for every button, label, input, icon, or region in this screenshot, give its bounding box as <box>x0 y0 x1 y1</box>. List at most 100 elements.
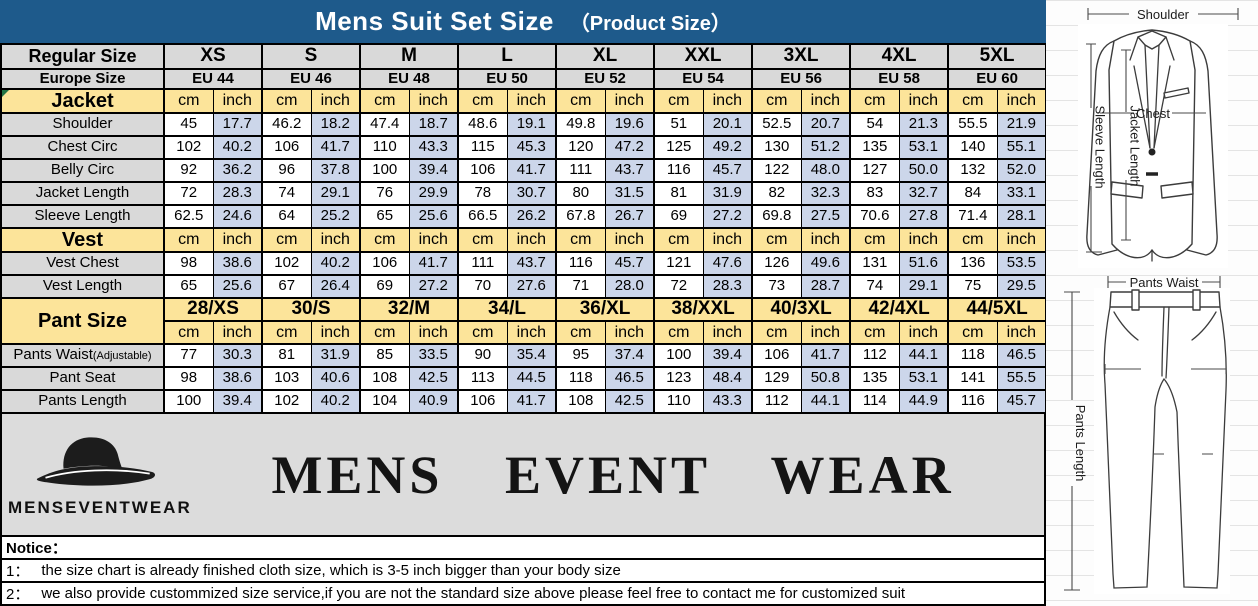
inch-value-cell: 55.5 <box>996 366 1047 391</box>
inch-value-cell: 38.6 <box>212 366 263 391</box>
size-table: Regular Size XS S M L XL XXL 3XL 4XL 5XL Europe Si… <box>0 43 1048 414</box>
inch-value-cell: 17.7 <box>212 112 263 137</box>
inch-value-cell: 20.1 <box>702 112 753 137</box>
cm-value-cell: 69 <box>653 204 704 229</box>
cm-value-cell: 90 <box>457 343 508 368</box>
inch-value-cell: 49.6 <box>800 251 851 276</box>
unit-cm-cell: cm <box>751 88 802 114</box>
cm-value-cell: 84 <box>947 181 998 206</box>
inch-value-cell: 19.1 <box>506 112 557 137</box>
cm-value-cell: 98 <box>163 366 214 391</box>
inch-value-cell: 53.1 <box>898 366 949 391</box>
cm-value-cell: 125 <box>653 135 704 160</box>
jacket-length-label: Jacket Length <box>1128 106 1143 187</box>
inch-value-cell: 31.9 <box>310 343 361 368</box>
section-header-text: Vest <box>61 229 104 251</box>
cm-value-cell: 103 <box>261 366 312 391</box>
cm-value-cell: 69.8 <box>751 204 802 229</box>
cm-value-cell: 49.8 <box>555 112 606 137</box>
inch-value-cell: 48.4 <box>702 366 753 391</box>
inch-value-cell: 43.7 <box>506 251 557 276</box>
cm-value-cell: 48.6 <box>457 112 508 137</box>
europe-size-cell: EU 58 <box>849 68 949 90</box>
pant-size-cell: 38/XXL <box>653 297 753 322</box>
section-header-jacket: Jacket <box>0 88 165 114</box>
inch-value-cell: 41.7 <box>800 343 851 368</box>
row-label-text: Pants Length <box>38 392 127 410</box>
inch-value-cell: 18.7 <box>408 112 459 137</box>
unit-cm-cell: cm <box>653 320 704 345</box>
inch-value-cell: 36.2 <box>212 158 263 183</box>
pant-size-cell: 36/XL <box>555 297 655 322</box>
pant-size-cell: 28/XS <box>162 297 263 322</box>
cm-value-cell: 111 <box>555 158 606 183</box>
inch-value-cell: 45.3 <box>506 135 557 160</box>
cm-value-cell: 65 <box>163 274 214 299</box>
cm-value-cell: 116 <box>947 389 998 414</box>
inch-value-cell: 26.2 <box>506 204 557 229</box>
inch-value-cell: 29.1 <box>898 274 949 299</box>
inch-value-cell: 31.5 <box>604 181 655 206</box>
inch-value-cell: 27.2 <box>702 204 753 229</box>
brand-logo-band: MENSEVENTWEAR MENS EVENT WEAR <box>0 414 1046 535</box>
cm-value-cell: 135 <box>849 366 900 391</box>
cm-value-cell: 106 <box>751 343 802 368</box>
section-header-text: Jacket <box>51 90 114 112</box>
cm-value-cell: 52.5 <box>751 112 802 137</box>
cm-value-cell: 73 <box>751 274 802 299</box>
notice-item-number: 1： <box>6 563 30 580</box>
size-column-header-4xl: 4XL <box>849 43 949 70</box>
inch-value-cell: 28.0 <box>604 274 655 299</box>
size-column-header-xxl: XXL <box>653 43 753 70</box>
unit-inch-cell: inch <box>898 88 949 114</box>
cm-value-cell: 112 <box>849 343 900 368</box>
inch-value-cell: 51.6 <box>898 251 949 276</box>
row-label-pants-length: Pants Length <box>0 389 165 414</box>
row-label-text: Vest Chest <box>46 254 119 272</box>
row-label-sleeve-length: Sleeve Length <box>0 204 165 229</box>
europe-size-cell: EU 52 <box>555 68 655 90</box>
inch-value-cell: 38.6 <box>212 251 263 276</box>
unit-inch-cell: inch <box>212 320 263 345</box>
cm-value-cell: 129 <box>751 366 802 391</box>
cm-value-cell: 135 <box>849 135 900 160</box>
notice-item-text: the size chart is already finished cloth… <box>41 562 621 579</box>
row-label-pants-waist: Pants Waist(Adjustable) <box>0 343 165 368</box>
unit-cm-cell: cm <box>751 227 802 253</box>
cm-value-cell: 70 <box>457 274 508 299</box>
inch-value-cell: 41.7 <box>310 135 361 160</box>
cm-value-cell: 70.6 <box>849 204 900 229</box>
page-subtitle: （Product Size） <box>569 13 731 35</box>
cm-value-cell: 100 <box>163 389 214 414</box>
unit-cm-cell: cm <box>849 227 900 253</box>
cm-value-cell: 62.5 <box>163 204 214 229</box>
row-label-text: Pants Waist <box>13 346 93 364</box>
inch-value-cell: 45.7 <box>604 251 655 276</box>
row-label-vest-chest: Vest Chest <box>0 251 165 276</box>
inch-value-cell: 55.1 <box>996 135 1047 160</box>
unit-cm-cell: cm <box>457 320 508 345</box>
cm-value-cell: 72 <box>653 274 704 299</box>
inch-value-cell: 30.7 <box>506 181 557 206</box>
inch-value-cell: 47.6 <box>702 251 753 276</box>
cm-value-cell: 108 <box>555 389 606 414</box>
cm-value-cell: 92 <box>163 158 214 183</box>
cm-value-cell: 74 <box>849 274 900 299</box>
cm-value-cell: 71 <box>555 274 606 299</box>
cm-value-cell: 132 <box>947 158 998 183</box>
cm-value-cell: 114 <box>849 389 900 414</box>
row-label-pant-seat: Pant Seat <box>0 366 165 391</box>
unit-inch-cell: inch <box>506 88 557 114</box>
pants-diagram: Pants Waist Pants Length <box>1064 275 1230 594</box>
cm-value-cell: 113 <box>457 366 508 391</box>
cm-value-cell: 83 <box>849 181 900 206</box>
cm-value-cell: 123 <box>653 366 704 391</box>
inch-value-cell: 53.5 <box>996 251 1047 276</box>
europe-size-cell: EU 44 <box>162 68 263 90</box>
inch-value-cell: 32.3 <box>800 181 851 206</box>
inch-value-cell: 32.7 <box>898 181 949 206</box>
inch-value-cell: 30.3 <box>212 343 263 368</box>
cm-value-cell: 81 <box>261 343 312 368</box>
unit-inch-cell: inch <box>800 227 851 253</box>
inch-value-cell: 28.3 <box>702 274 753 299</box>
